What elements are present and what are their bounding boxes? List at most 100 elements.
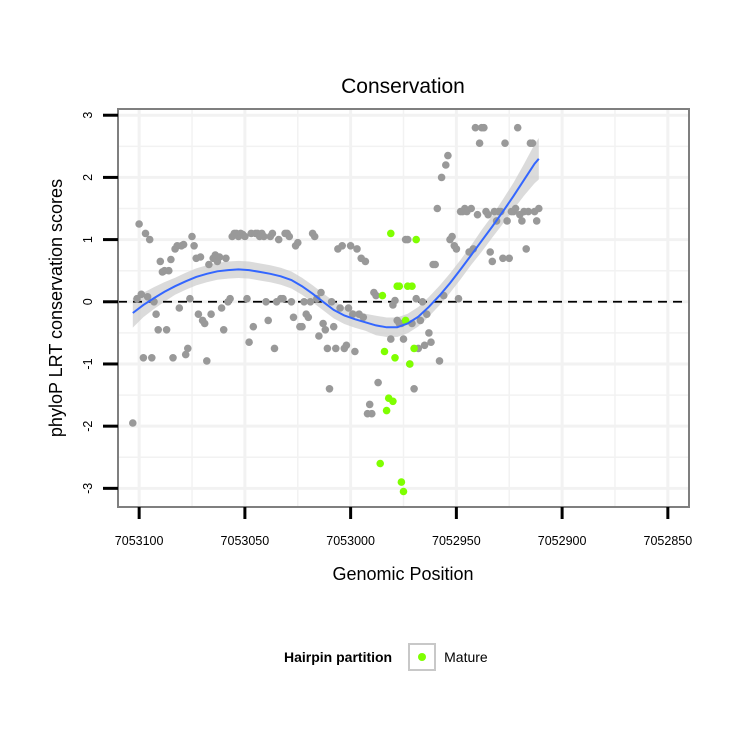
point-mature xyxy=(401,316,410,325)
point-mature xyxy=(380,347,389,356)
point-other xyxy=(129,419,137,427)
x-tick-label: 7052850 xyxy=(644,534,693,548)
point-other xyxy=(353,245,361,253)
point-other xyxy=(522,245,530,253)
point-other xyxy=(425,329,433,337)
point-other xyxy=(315,332,323,340)
point-other xyxy=(431,260,440,269)
point-other xyxy=(399,335,408,343)
point-other xyxy=(484,210,492,219)
point-other xyxy=(203,357,211,365)
point-other xyxy=(488,257,497,266)
point-other xyxy=(437,173,446,182)
point-mature xyxy=(399,487,408,496)
points-other xyxy=(129,123,543,427)
point-other xyxy=(471,123,480,132)
point-other xyxy=(325,385,334,393)
point-other xyxy=(188,232,196,241)
point-other xyxy=(365,400,374,409)
point-mature xyxy=(382,406,391,415)
point-other xyxy=(162,326,171,334)
point-other xyxy=(165,266,173,275)
point-mature xyxy=(410,344,418,353)
point-other xyxy=(175,304,184,312)
point-mature xyxy=(397,478,406,486)
point-other xyxy=(219,326,228,334)
point-other xyxy=(137,290,146,299)
point-other xyxy=(274,235,283,244)
point-other xyxy=(372,291,380,300)
legend-dot-mature xyxy=(418,653,427,661)
point-other xyxy=(300,298,308,306)
point-other xyxy=(499,254,507,263)
point-other xyxy=(361,257,370,266)
point-other xyxy=(152,310,160,319)
point-other xyxy=(154,326,162,334)
point-other xyxy=(327,298,336,306)
point-other xyxy=(262,298,270,306)
panel-border xyxy=(117,108,690,508)
points-mature xyxy=(376,229,421,496)
y-tick-label: 3 xyxy=(81,112,95,119)
point-other xyxy=(412,294,421,303)
point-other xyxy=(143,293,152,301)
grid-lines xyxy=(118,109,689,507)
point-other xyxy=(332,344,340,353)
point-other xyxy=(351,347,359,356)
point-other xyxy=(245,338,253,347)
point-other xyxy=(181,350,190,359)
point-other xyxy=(141,229,150,238)
point-other xyxy=(454,294,463,303)
point-mature xyxy=(387,229,395,238)
point-other xyxy=(475,139,484,147)
point-other xyxy=(304,313,313,322)
point-other xyxy=(319,319,327,328)
point-other xyxy=(135,220,143,228)
legend-title: Hairpin partition xyxy=(284,649,393,665)
point-other xyxy=(306,298,315,306)
x-tick-label: 7052900 xyxy=(538,534,587,548)
point-other xyxy=(418,298,427,306)
point-mature xyxy=(376,459,385,468)
point-mature xyxy=(406,360,414,368)
point-other xyxy=(368,409,376,418)
point-other xyxy=(226,294,234,303)
point-other xyxy=(518,217,526,225)
point-other xyxy=(444,151,452,160)
x-tick-label: 7053000 xyxy=(326,534,375,548)
point-other xyxy=(505,254,513,263)
point-other xyxy=(403,235,412,244)
x-axis: 7053100 7053050 7053000 7052950 7052900 70528… xyxy=(115,507,692,548)
point-other xyxy=(285,232,294,241)
point-other xyxy=(194,310,203,319)
point-other xyxy=(427,338,435,347)
point-other xyxy=(442,161,450,169)
y-tick-label: -1 xyxy=(81,358,95,369)
y-tick-label: -3 xyxy=(81,483,95,494)
point-other xyxy=(294,238,302,247)
point-other xyxy=(452,245,461,253)
point-mature xyxy=(378,291,387,300)
chart-title: Conservation xyxy=(341,75,465,98)
point-other xyxy=(205,260,213,269)
point-other xyxy=(359,313,368,322)
y-tick-label: -2 xyxy=(81,421,95,432)
point-other xyxy=(167,255,175,264)
point-other xyxy=(270,344,279,353)
point-other xyxy=(321,326,330,334)
point-other xyxy=(260,232,268,241)
point-other xyxy=(249,322,258,331)
point-other xyxy=(338,242,347,250)
legend: Hairpin partition Mature xyxy=(284,640,488,674)
point-other xyxy=(268,229,277,238)
point-other xyxy=(184,344,192,353)
point-other xyxy=(196,253,205,261)
point-other xyxy=(346,242,355,250)
point-other xyxy=(532,217,541,225)
point-other xyxy=(217,304,226,312)
point-other xyxy=(156,257,165,266)
point-other xyxy=(435,357,444,365)
point-other xyxy=(416,316,425,325)
point-other xyxy=(336,304,344,312)
point-other xyxy=(287,298,296,306)
